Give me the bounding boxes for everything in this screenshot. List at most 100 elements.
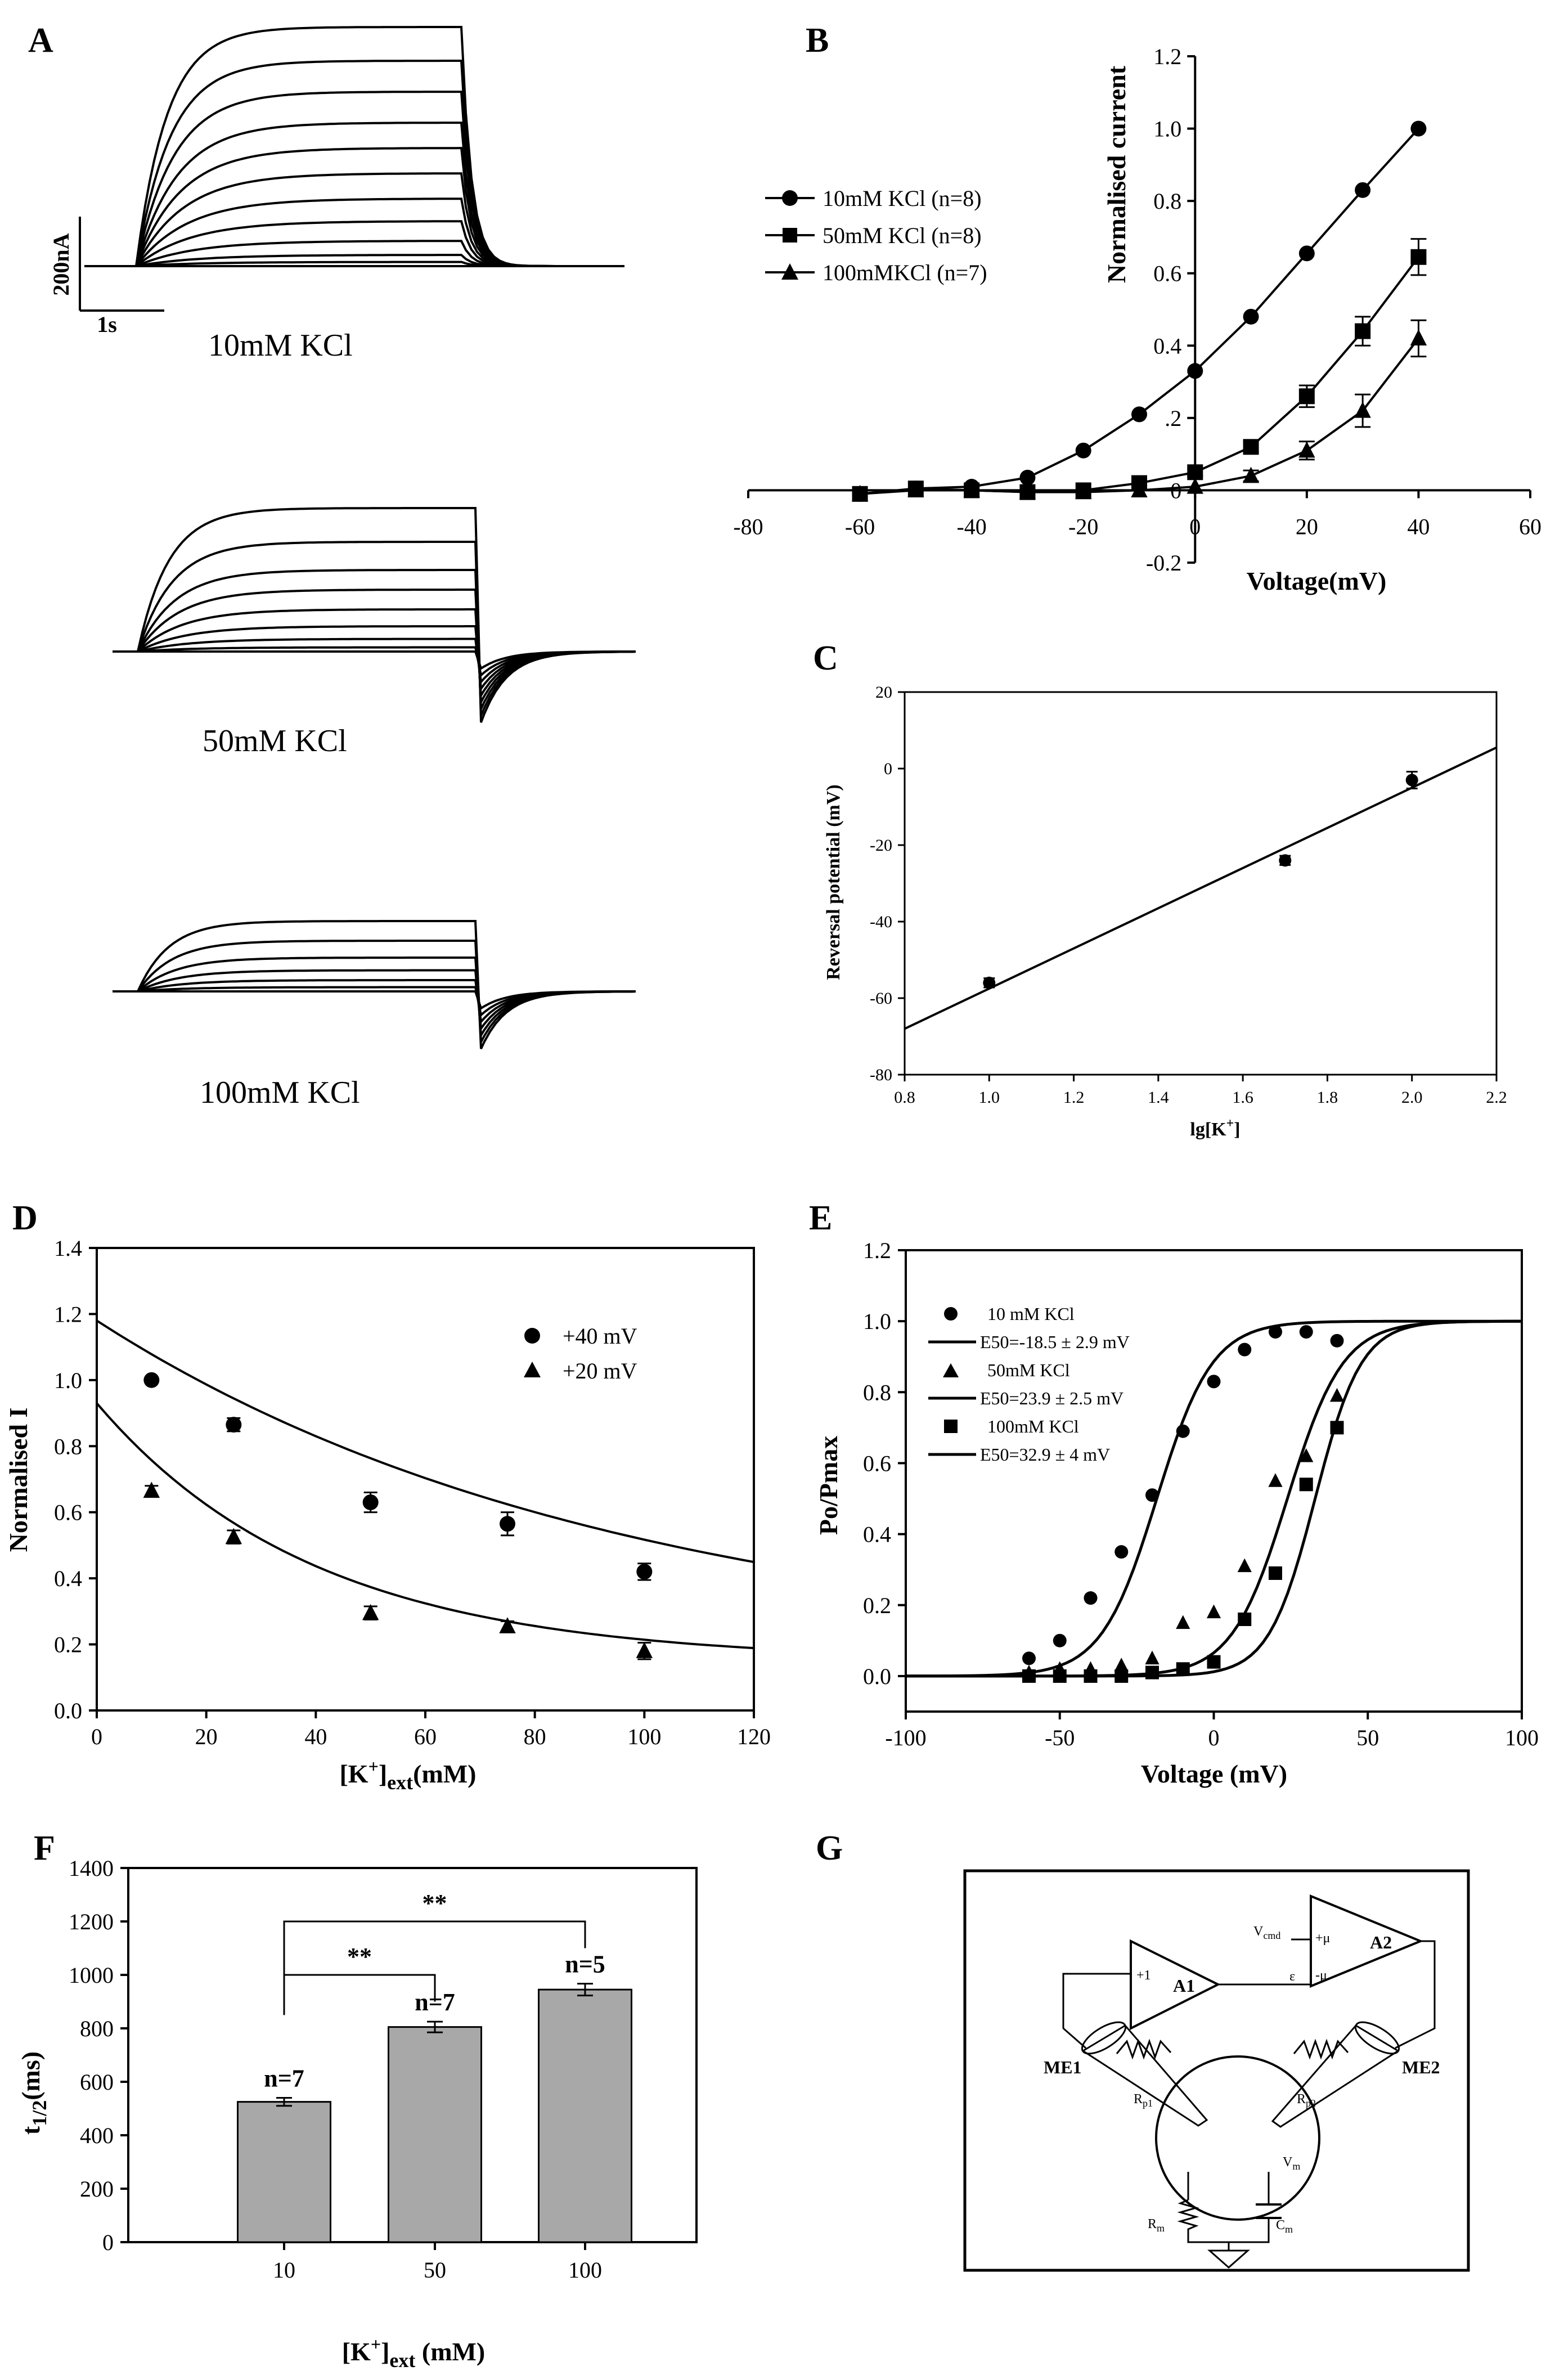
error-bar: [427, 2020, 443, 2033]
x-tick-label: 0: [91, 1724, 102, 1749]
x-tick-label: 2.0: [1401, 1088, 1423, 1107]
x-tick-label: 40: [1407, 514, 1430, 539]
panel-e-legend: 10 mM KCl E50=-18.5 ± 2.9 mV 50mM KCl E5…: [928, 1304, 1130, 1465]
data-point: [1145, 1488, 1159, 1502]
data-point: [1269, 1325, 1282, 1339]
x-tick-label: 80: [524, 1724, 546, 1749]
y-tick-label: 0.4: [863, 1522, 891, 1547]
fit-line: [904, 746, 1497, 1030]
data-point: [851, 484, 869, 501]
data-point: [1019, 469, 1036, 486]
current-trace: [113, 589, 636, 707]
data-point: [1084, 1591, 1098, 1605]
x-tick-label: -100: [885, 1725, 926, 1750]
data-point: [143, 1372, 160, 1388]
panel-e-xlabel: Voltage (mV): [1141, 1759, 1287, 1788]
panel-label-a: A: [28, 21, 53, 60]
panel-label-b: B: [806, 21, 829, 60]
data-point: [1131, 481, 1148, 498]
y-tick-label: 1.2: [54, 1301, 82, 1327]
data-point: [907, 481, 924, 498]
data-point: [636, 1564, 653, 1580]
y-tick-label: 0.2: [54, 1632, 82, 1658]
panel-e-ylabel: Po/Pmax: [814, 1436, 843, 1535]
y-tick-label: 0.6: [54, 1500, 82, 1525]
panel-label-e: E: [809, 1199, 832, 1237]
panel-f-xlabel: [K+]ext (mM): [342, 2334, 486, 2372]
y-tick-label: 0: [884, 760, 892, 778]
x-tick-label: 100: [568, 2257, 602, 2283]
panel-d-marks: [96, 1319, 754, 1660]
legend-e-10mm-fit: E50=-18.5 ± 2.9 mV: [980, 1332, 1130, 1352]
fit-curve: [96, 1319, 754, 1564]
y-tick-label: 0.2: [863, 1593, 891, 1618]
y-tick-label: 20: [875, 683, 892, 702]
wire-a2-out: [1395, 1940, 1436, 2049]
data-point: [226, 1417, 242, 1433]
data-point: [1131, 406, 1147, 423]
data-point: [1145, 1665, 1159, 1680]
label-minus-mu: -μ: [1315, 1968, 1327, 1983]
resistor-rp2: [1293, 2038, 1349, 2060]
wire-a1-in: [1062, 1973, 1131, 2049]
data-point: [1268, 1473, 1283, 1487]
y-tick-label: 1.0: [863, 1309, 891, 1334]
data-point: [225, 1528, 242, 1544]
legend-d-40mv: +40 mV: [563, 1323, 637, 1349]
label-me2: ME2: [1402, 2057, 1440, 2077]
y-tick-label: -0.2: [1146, 550, 1181, 576]
data-point: [1206, 1604, 1221, 1619]
panel-d-ylabel: Normalised I: [4, 1408, 33, 1552]
bar: [538, 1988, 632, 2243]
data-point: [500, 1516, 515, 1532]
label-a2: A2: [1370, 1932, 1392, 1952]
significance-bracket: [283, 1920, 586, 2015]
data-point: [1405, 774, 1418, 787]
bar: [388, 2026, 482, 2243]
x-tick-label: 10: [273, 2257, 295, 2283]
y-tick-label: 1200: [69, 1909, 114, 1934]
x-tick-label: 40: [304, 1724, 327, 1749]
panel-d-normalised: 0 20 40 60 80 100 1200.00.20.40.60.81.01.21.4 …: [4, 1236, 771, 1794]
x-tick-label: 120: [737, 1724, 771, 1749]
error-bar: [577, 1983, 593, 1997]
legend-marker-triangle: [943, 1363, 959, 1377]
label-vcmd: Vcmd: [1253, 1924, 1280, 1941]
data-point: [1176, 1424, 1190, 1438]
panel-label-c: C: [813, 639, 838, 677]
trace-label-10mm: 10mM KCl: [208, 328, 353, 363]
y-tick-label: 1.2: [863, 1238, 891, 1263]
data-point: [1298, 388, 1315, 405]
x-tick-label: -40: [956, 514, 986, 539]
x-tick-label: 1.2: [1063, 1088, 1085, 1107]
scale-current-label: 200nA: [48, 233, 74, 295]
data-point: [1299, 1448, 1314, 1462]
x-tick-label: 0: [1189, 514, 1201, 539]
legend-e-50mm-fit: E50=23.9 ± 2.5 mV: [980, 1388, 1123, 1408]
microelectrode-me2: [1271, 2024, 1400, 2128]
x-tick-label: 60: [1519, 514, 1541, 539]
x-tick-label: 2.2: [1486, 1088, 1507, 1107]
current-trace: [84, 122, 624, 267]
data-point: [1410, 120, 1427, 137]
data-point: [1299, 1325, 1313, 1339]
panel-c-marks: [904, 746, 1497, 1030]
oocyte-cell: [1155, 2055, 1320, 2221]
fit-curve: [96, 1402, 754, 1650]
panel-b-ylabel: Normalised current: [1102, 65, 1131, 283]
y-tick-label: 0: [1170, 478, 1181, 503]
data-point: [1269, 1566, 1282, 1580]
data-point: [1207, 1375, 1221, 1389]
y-tick-label: 0.4: [54, 1566, 82, 1591]
data-point: [1075, 483, 1092, 500]
data-point: [1075, 442, 1091, 459]
y-tick-label: 400: [80, 2123, 114, 2148]
legend-d-20mv: +20 mV: [563, 1358, 637, 1384]
data-point: [1238, 1613, 1252, 1626]
data-point: [1330, 1333, 1344, 1348]
current-trace: [113, 625, 636, 692]
panel-g-circuit: A1 +1 A2 +μ -μ Vcmd ε ME1 Rp1 ME2 Rp2 Vm…: [963, 1869, 1470, 2272]
legend-b-10mm: 10mM KCl (n=8): [823, 186, 982, 211]
